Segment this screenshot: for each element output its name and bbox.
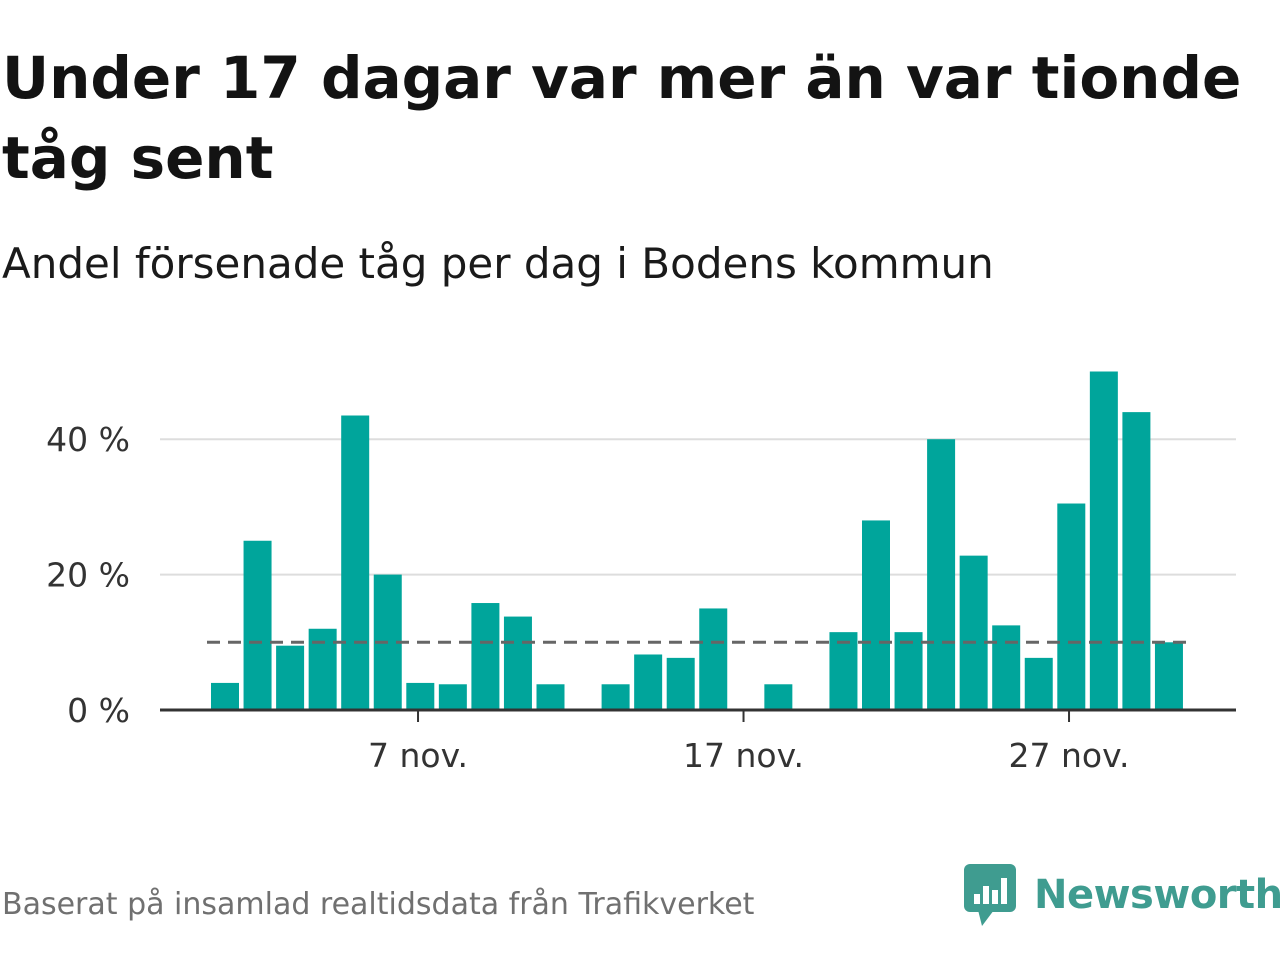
bar-nov-5 — [341, 415, 370, 710]
y-tick-label-40: 40 % — [46, 420, 130, 459]
bar-nov-29 — [1122, 412, 1151, 710]
bar-nov-24 — [959, 555, 988, 710]
bar-nov-10 — [503, 616, 532, 710]
bar-nov-14 — [634, 654, 663, 710]
bar-nov-9 — [471, 603, 500, 710]
bar-nov-25 — [992, 625, 1021, 710]
bar-nov-21 — [862, 520, 890, 710]
brand-name: Newsworthy — [1034, 872, 1280, 918]
chart-subtitle: Andel försenade tåg per dag i Bodens kom… — [2, 239, 994, 288]
bar-nov-11 — [536, 684, 565, 710]
y-tick-label-0: 0 % — [67, 691, 130, 730]
bar-nov-1 — [211, 682, 239, 710]
x-axis: 7 nov. 17 nov. 27 nov. — [160, 708, 1236, 775]
bar-nov-26 — [1024, 657, 1053, 710]
bar-nov-8 — [438, 684, 467, 710]
x-tick-label-27: 27 nov. — [1009, 736, 1130, 775]
chart-title: Under 17 dagar var mer än var tionde tåg… — [2, 44, 1242, 192]
source-note: Baserat på insamlad realtidsdata från Tr… — [2, 887, 755, 922]
bars — [211, 371, 1183, 710]
bar-nov-15 — [666, 657, 695, 710]
bar-nov-23 — [927, 439, 956, 710]
brand-logo[interactable]: Newsworthy — [964, 862, 1280, 928]
bar-nov-30 — [1154, 642, 1183, 710]
bar-nov-28 — [1089, 371, 1118, 710]
x-tick-label-17: 17 nov. — [683, 736, 804, 775]
bar-chart: 7 nov. 17 nov. 27 nov. 0 % 20 % 40 % — [46, 371, 1236, 775]
bar-nov-2 — [243, 540, 272, 710]
bar-nov-18 — [764, 684, 793, 710]
bar-nov-27 — [1057, 503, 1086, 710]
bar-nov-20 — [829, 632, 858, 710]
bar-nov-3 — [276, 645, 305, 710]
x-tick-label-7: 7 nov. — [368, 736, 468, 775]
newsworthy-logo-icon — [964, 864, 1016, 926]
bar-nov-16 — [699, 608, 728, 710]
bar-nov-22 — [894, 632, 923, 710]
y-tick-label-20: 20 % — [46, 556, 130, 595]
bar-nov-13 — [601, 684, 630, 710]
bar-nov-7 — [406, 682, 435, 710]
grid-lines — [160, 438, 1236, 576]
y-axis-labels: 0 % 20 % 40 % — [46, 420, 130, 730]
